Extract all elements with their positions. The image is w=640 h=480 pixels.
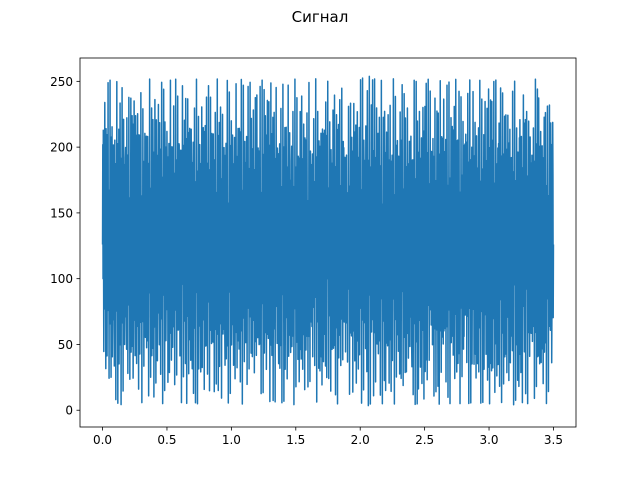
x-tick-label: 2.5 [415, 433, 434, 447]
axes-frame [79, 57, 577, 428]
plot-area [101, 75, 555, 407]
y-tick-label: 0 [65, 404, 73, 418]
y-tick-label: 250 [50, 75, 73, 89]
x-tick-label: 3.5 [544, 433, 563, 447]
y-tick-label: 200 [50, 141, 73, 155]
x-tick-label: 2.0 [351, 433, 370, 447]
x-axis: 0.0 0.5 1.0 1.5 2.0 2.5 3.0 3.5 [93, 427, 563, 447]
y-tick-label: 100 [50, 272, 73, 286]
x-tick-label: 0.5 [157, 433, 176, 447]
chart-title: Сигнал [291, 8, 349, 26]
signal-series-line [101, 75, 555, 407]
x-tick-label: 1.0 [222, 433, 241, 447]
x-tick-label: 0.0 [93, 433, 112, 447]
y-tick-label: 50 [58, 338, 73, 352]
y-axis: 0 50 100 150 200 250 [50, 75, 80, 418]
x-tick-label: 3.0 [479, 433, 498, 447]
x-tick-label: 1.5 [286, 433, 305, 447]
y-tick-label: 150 [50, 206, 73, 220]
